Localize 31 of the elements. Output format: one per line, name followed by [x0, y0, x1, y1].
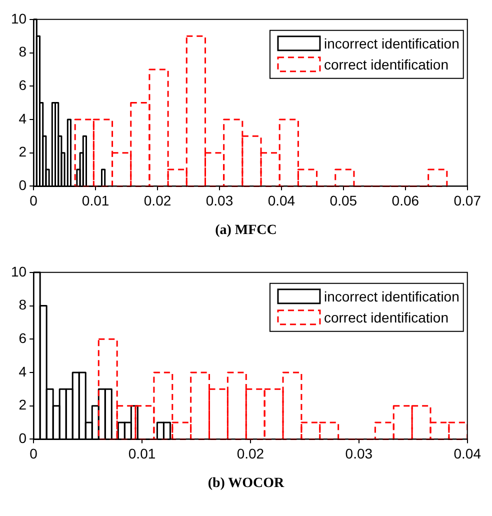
x-tick-label: 0.07 — [454, 192, 482, 208]
y-tick-label: 4 — [18, 363, 27, 380]
legend-label: correct identification — [324, 56, 448, 72]
x-tick-label: 0.05 — [330, 192, 358, 208]
y-tick-label: 10 — [10, 10, 27, 26]
y-tick-label: 4 — [18, 110, 27, 126]
x-tick-label: 0.06 — [392, 192, 420, 208]
y-tick-label: 0 — [18, 177, 27, 194]
y-tick-label: 8 — [18, 44, 27, 60]
legend-label: incorrect identification — [324, 35, 460, 52]
x-tick-label: 0.02 — [236, 445, 264, 462]
x-tick-label: 0.04 — [268, 192, 296, 208]
y-tick-label: 8 — [18, 296, 27, 313]
x-tick-label: 0.03 — [345, 445, 373, 462]
legend-label: incorrect identification — [324, 288, 460, 304]
x-tick-label: 0.03 — [206, 192, 234, 208]
y-tick-label: 2 — [18, 396, 27, 413]
x-tick-label: 0.01 — [128, 445, 156, 462]
text: (a) MFCC — [214, 223, 278, 239]
legend-label: correct identification — [324, 309, 448, 326]
x-tick-label: 0.04 — [454, 445, 482, 462]
y-tick-label: 0 — [18, 430, 27, 446]
x-tick-label: 0 — [30, 445, 38, 462]
x-tick-label: 0 — [30, 192, 38, 208]
y-tick-label: 10 — [10, 263, 27, 280]
x-tick-label: 0.01 — [82, 192, 110, 208]
text: (b) WOCOR — [206, 476, 286, 492]
x-tick-label: 0.02 — [144, 192, 172, 208]
y-tick-label: 2 — [18, 144, 27, 160]
y-tick-label: 6 — [18, 76, 27, 93]
y-tick-label: 6 — [18, 330, 27, 346]
